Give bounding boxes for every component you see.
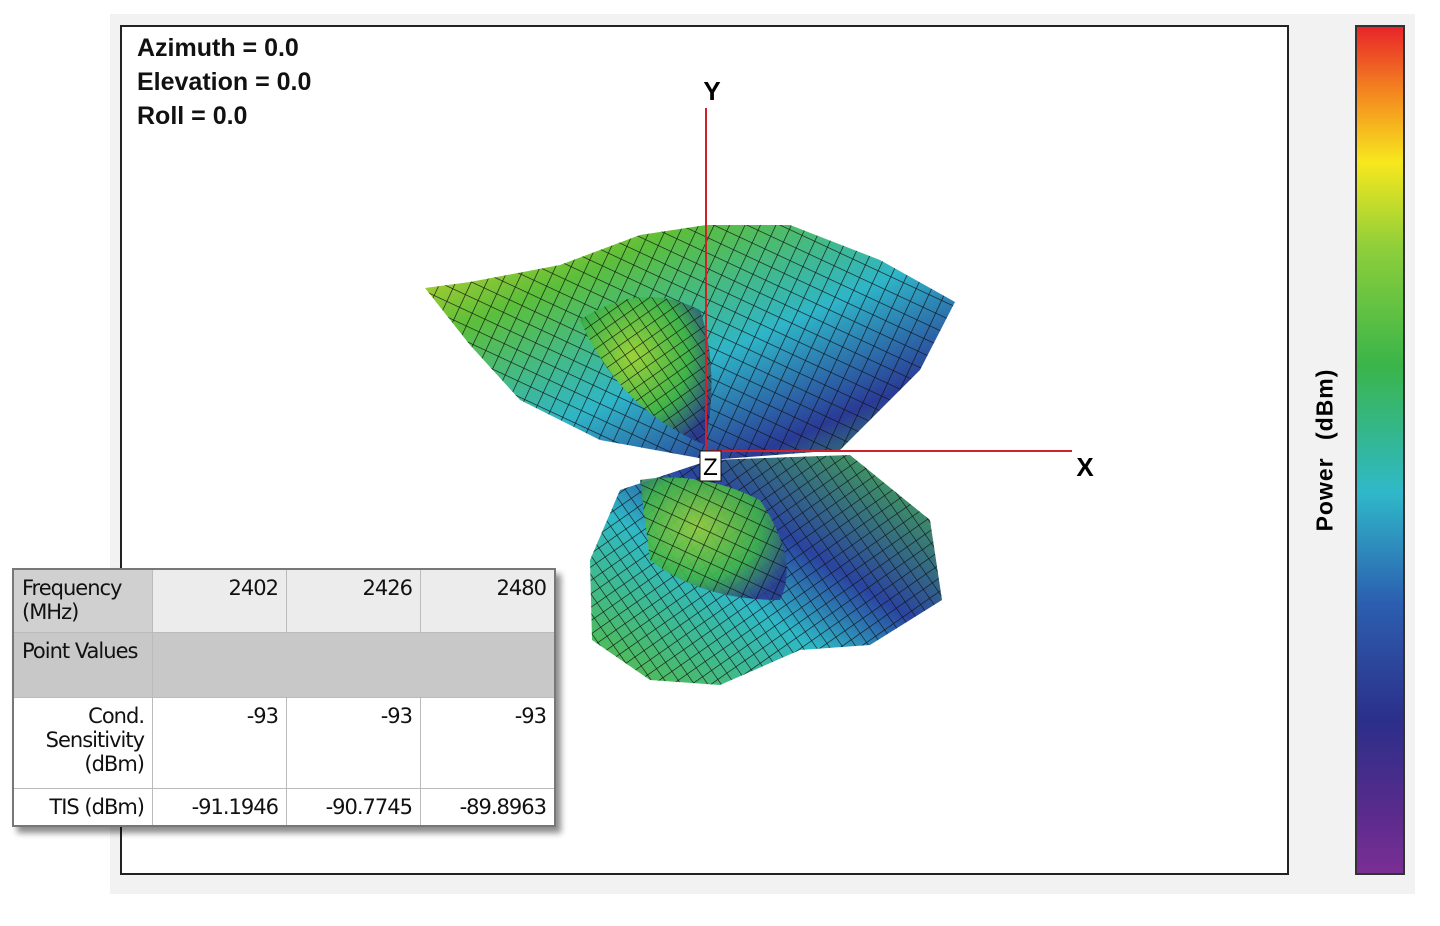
radiation-pattern [425,225,955,685]
roll: Roll = 0.0 [137,102,248,130]
row-label: TIS (dBm) [12,788,153,827]
z-label-box [699,450,722,482]
cell: -90.7745 [286,788,421,827]
colorbar [1355,25,1405,875]
azimuth: Azimuth = 0.0 [137,34,299,62]
table-row: Cond. Sensitivity (dBm) -93 -93 -93 [12,697,556,789]
cell: -93 [420,697,556,789]
header-cell: 2480 [420,568,556,633]
header-cell: Frequency (MHz) [12,568,153,633]
axis-label: Y [703,76,720,106]
axis-label: X [1076,452,1094,482]
cell: -93 [286,697,421,789]
cell: -91.1946 [152,788,287,827]
inner-lobe-mesh [640,477,787,600]
header-cell: 2426 [286,568,421,633]
row-label: Cond. Sensitivity (dBm) [12,697,153,789]
header-cell: 2402 [152,568,287,633]
header-row: Frequency (MHz) 2402 2426 2480 [12,568,556,633]
cell: -93 [152,697,287,789]
cell: -89.8963 [420,788,556,827]
table-row: TIS (dBm) -91.1946 -90.7745 -89.8963 [12,788,556,827]
section-fill [152,632,556,698]
inner-lobe-mesh [580,297,712,445]
colorbar-label: Power (dBm) [1311,368,1338,532]
section-cell: Point Values [12,632,153,698]
axis-label: Z [703,454,718,481]
section-row: Point Values [12,632,556,698]
results-table: Frequency (MHz) 2402 2426 2480 Point Val… [12,568,556,827]
elevation: Elevation = 0.0 [137,68,312,96]
